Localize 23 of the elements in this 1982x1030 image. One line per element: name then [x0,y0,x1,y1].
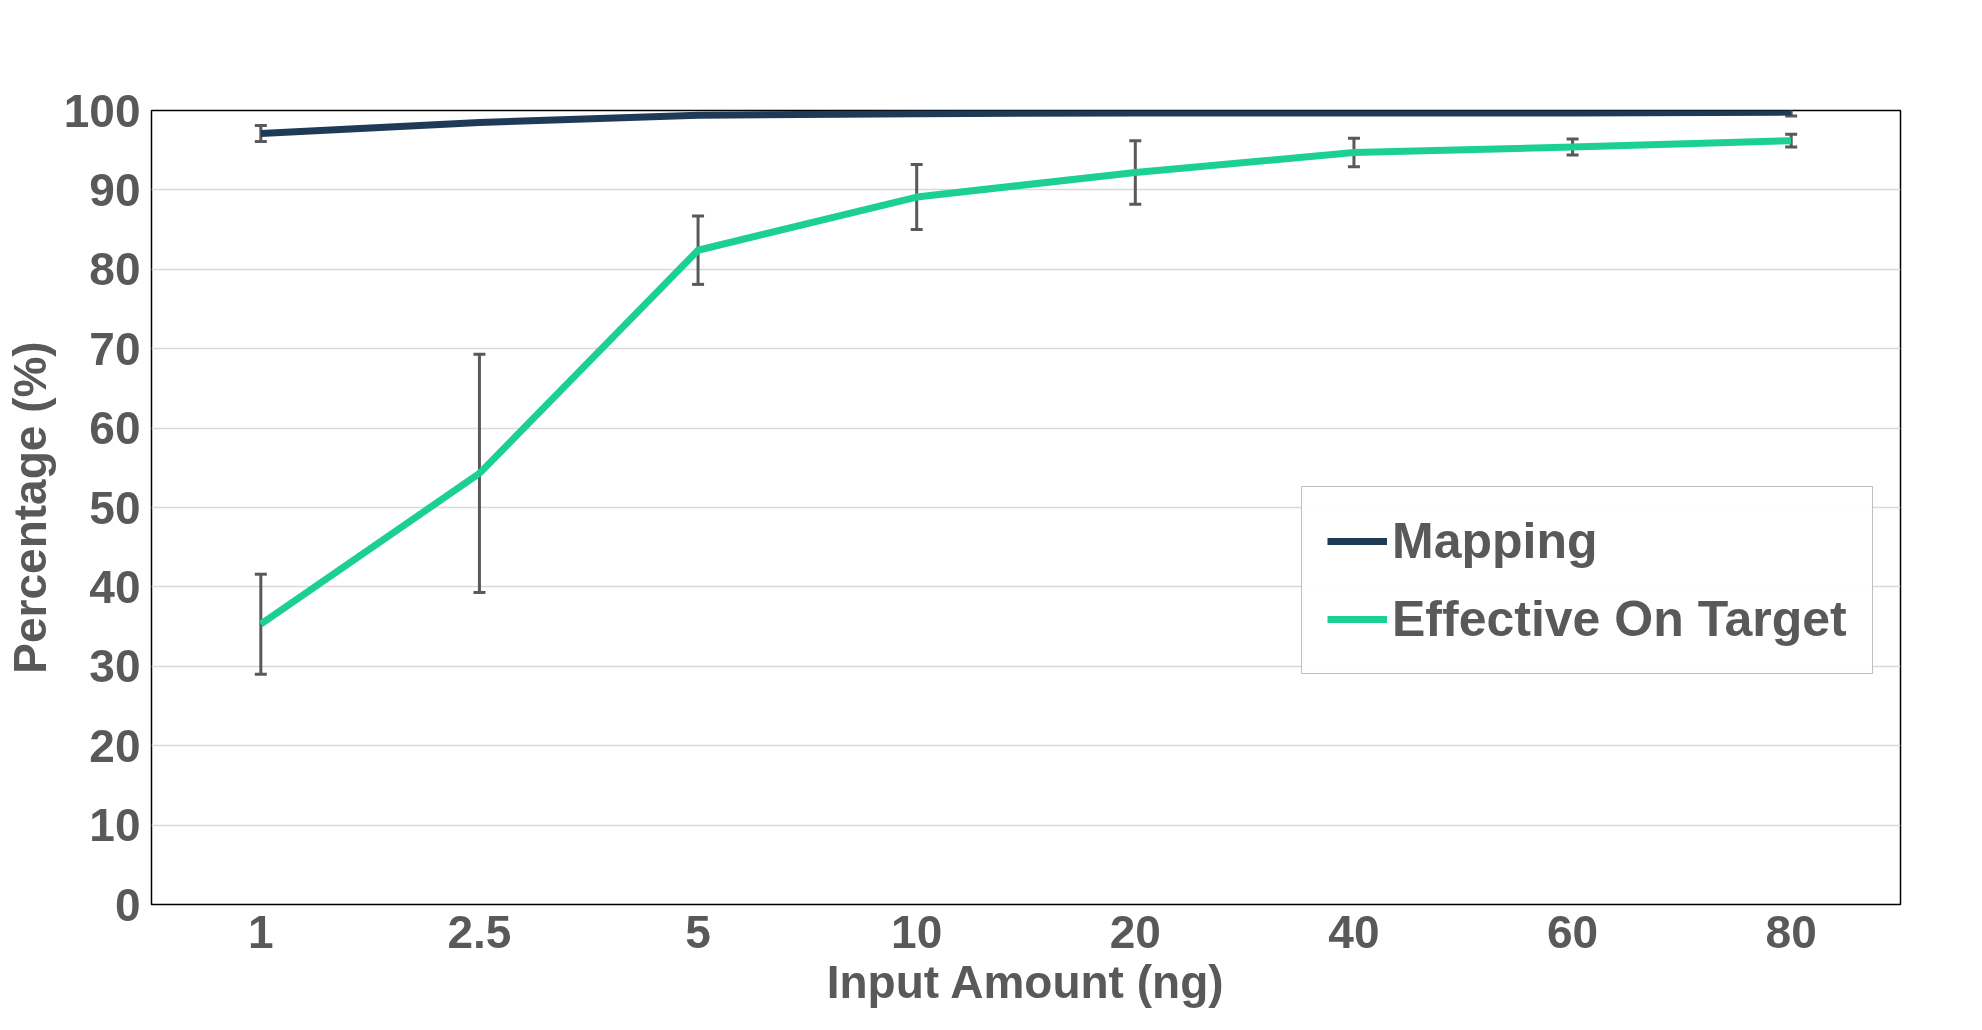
x-tick-label: 1 [248,905,274,958]
y-tick-label: 70 [89,322,141,375]
legend-label: Mapping [1392,512,1598,570]
y-tick-label: 100 [63,84,141,137]
x-tick-label: 80 [1765,905,1817,958]
y-tick-label: 30 [89,640,141,693]
x-tick-label: 20 [1109,905,1161,958]
y-tick-label: 90 [89,163,141,216]
x-tick-label: 40 [1328,905,1380,958]
x-axis-title: Input Amount (ng) [826,955,1224,1008]
x-tick-label: 10 [891,905,943,958]
x-tick-label: 5 [685,905,711,958]
y-axis-title: Percentage (%) [3,341,56,674]
y-tick-label: 60 [89,402,141,455]
y-tick-label: 0 [114,878,141,931]
y-tick-label: 40 [89,560,141,613]
y-tick-label: 80 [89,243,141,296]
x-tick-label: 2.5 [447,905,512,958]
y-tick-label: 50 [89,481,141,534]
x-tick-label: 60 [1546,905,1599,958]
legend-label: Effective On Target [1392,590,1847,648]
y-tick-label: 10 [89,799,141,852]
y-tick-label: 20 [89,719,141,772]
